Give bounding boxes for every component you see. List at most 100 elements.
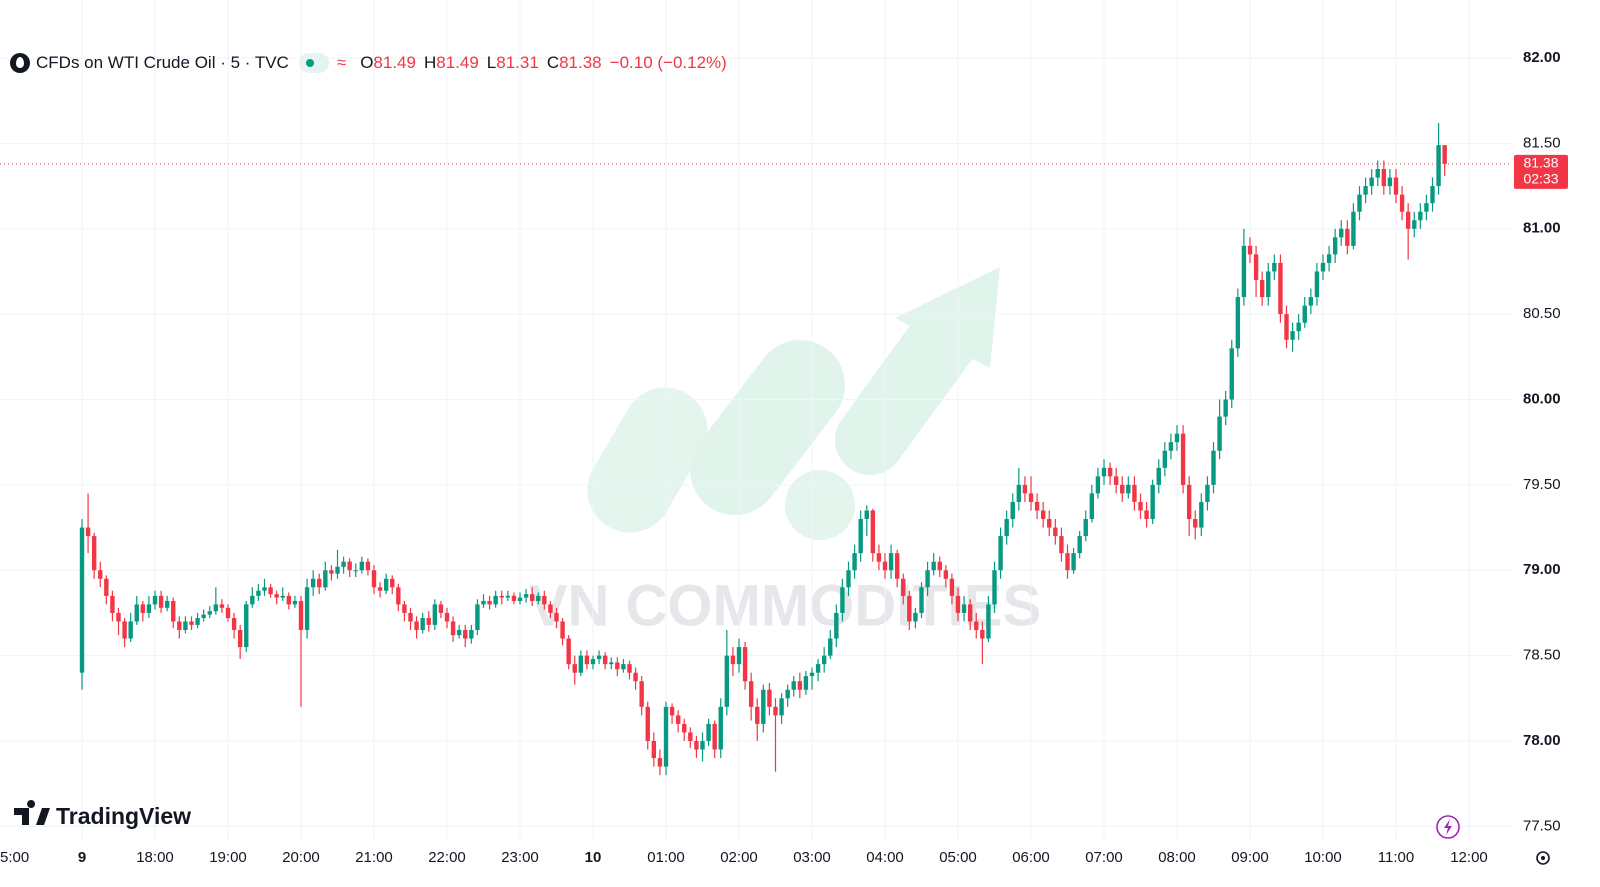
candle-body (1107, 467, 1113, 477)
candle-body (785, 689, 790, 699)
candle-body (390, 578, 395, 588)
candle-body (1369, 177, 1374, 187)
price-label: 81.38 (1523, 155, 1558, 171)
candle-body (882, 561, 888, 571)
candle-body (469, 630, 474, 639)
ohlc-value: 81.38 (559, 53, 602, 72)
candle-body (231, 618, 237, 630)
candle-body (256, 590, 261, 596)
candle-body (1065, 553, 1070, 571)
plot: 77.50 78.00 78.50 79.00 79.50 80.00 80.50 81.00… (0, 0, 1568, 866)
candle-body (1253, 254, 1259, 280)
candle-body (1357, 194, 1362, 212)
candle-body (1132, 484, 1137, 502)
candle-body (1101, 467, 1107, 477)
candle-body (1089, 493, 1095, 520)
candle-body (943, 570, 949, 579)
candle-body (1393, 177, 1399, 195)
candle-body (992, 570, 997, 605)
candle-body (262, 587, 267, 591)
candle-body (834, 612, 839, 639)
lightning-button[interactable] (1436, 815, 1460, 839)
y-tick-label: 78.00 (1523, 732, 1561, 749)
price-label-box (1514, 154, 1568, 189)
y-tick-label: 78.50 (1523, 647, 1561, 664)
candle-body (955, 595, 961, 613)
candle-body (742, 647, 748, 682)
candle-body (621, 664, 626, 670)
candle-body (913, 612, 918, 622)
candle-body (901, 578, 906, 596)
x-tick-label: 10:00 (1304, 849, 1342, 866)
ohlc-letter: L (486, 53, 497, 72)
candle-body (627, 664, 632, 673)
candle-body (1418, 211, 1423, 221)
candle-body (639, 681, 644, 707)
candle-body (1351, 211, 1356, 246)
candle-body (998, 536, 1003, 571)
candle-body (146, 604, 152, 613)
candle-body (1272, 262, 1277, 272)
candle-body (718, 706, 723, 750)
candle-body (420, 618, 425, 630)
candle-body (396, 587, 401, 605)
candle-body (761, 689, 766, 724)
candle-body (1296, 322, 1301, 332)
candle-body (1180, 433, 1186, 485)
candle-body (1217, 416, 1222, 451)
candle-body (1004, 519, 1009, 537)
candle-body (1077, 536, 1082, 554)
candle-body (1168, 442, 1174, 451)
price-change: −0.10 (−0.12%) (609, 53, 727, 72)
candle-body (1199, 501, 1204, 528)
settings-button[interactable] (1536, 851, 1550, 865)
candle-body (700, 740, 705, 750)
compare-icon[interactable]: ≈ (336, 53, 347, 72)
candle-body (748, 681, 754, 707)
candle-body (1113, 476, 1119, 485)
candle-body (809, 672, 815, 677)
candle-body (158, 595, 164, 608)
candle-body (870, 510, 876, 554)
candle-body (1205, 484, 1210, 502)
x-tick-label: 19:00 (209, 849, 247, 866)
ohlc-value: 81.49 (373, 53, 416, 72)
candle-body (548, 604, 553, 613)
candle-body (1022, 484, 1028, 494)
candle-body (201, 614, 206, 619)
candle-body (91, 536, 97, 571)
candle-body (1193, 519, 1198, 528)
candle-body (1266, 271, 1271, 298)
candle-body (487, 600, 492, 605)
candle-body (195, 618, 200, 625)
candle-body (791, 681, 796, 690)
candle-body (602, 655, 608, 665)
y-tick-label: 77.50 (1523, 817, 1561, 834)
candle-body (189, 621, 194, 625)
market-status[interactable] (298, 53, 329, 73)
candle-body (730, 655, 736, 665)
candle-body (317, 578, 322, 588)
ohlc-value: 81.31 (496, 53, 539, 72)
x-tick-label: 21:00 (355, 849, 393, 866)
candle-body (584, 655, 590, 665)
candle-body (1308, 297, 1314, 306)
candle-body (268, 587, 273, 595)
candle-body (925, 570, 930, 588)
candle-body (1381, 169, 1387, 187)
candle-body (152, 595, 158, 605)
candle-body (529, 594, 535, 601)
candle-body (347, 561, 352, 571)
candle-body (1247, 245, 1253, 255)
brand-logo (14, 800, 50, 825)
candle-body (79, 527, 85, 673)
candle-body (213, 604, 219, 612)
candle-body (1229, 348, 1234, 400)
candle-body (596, 655, 602, 660)
candle-body (499, 595, 504, 598)
candle-body (1436, 145, 1441, 187)
x-tick-label: 5:00 (0, 849, 29, 866)
candle-body (554, 612, 559, 622)
candle-body (1040, 510, 1046, 520)
